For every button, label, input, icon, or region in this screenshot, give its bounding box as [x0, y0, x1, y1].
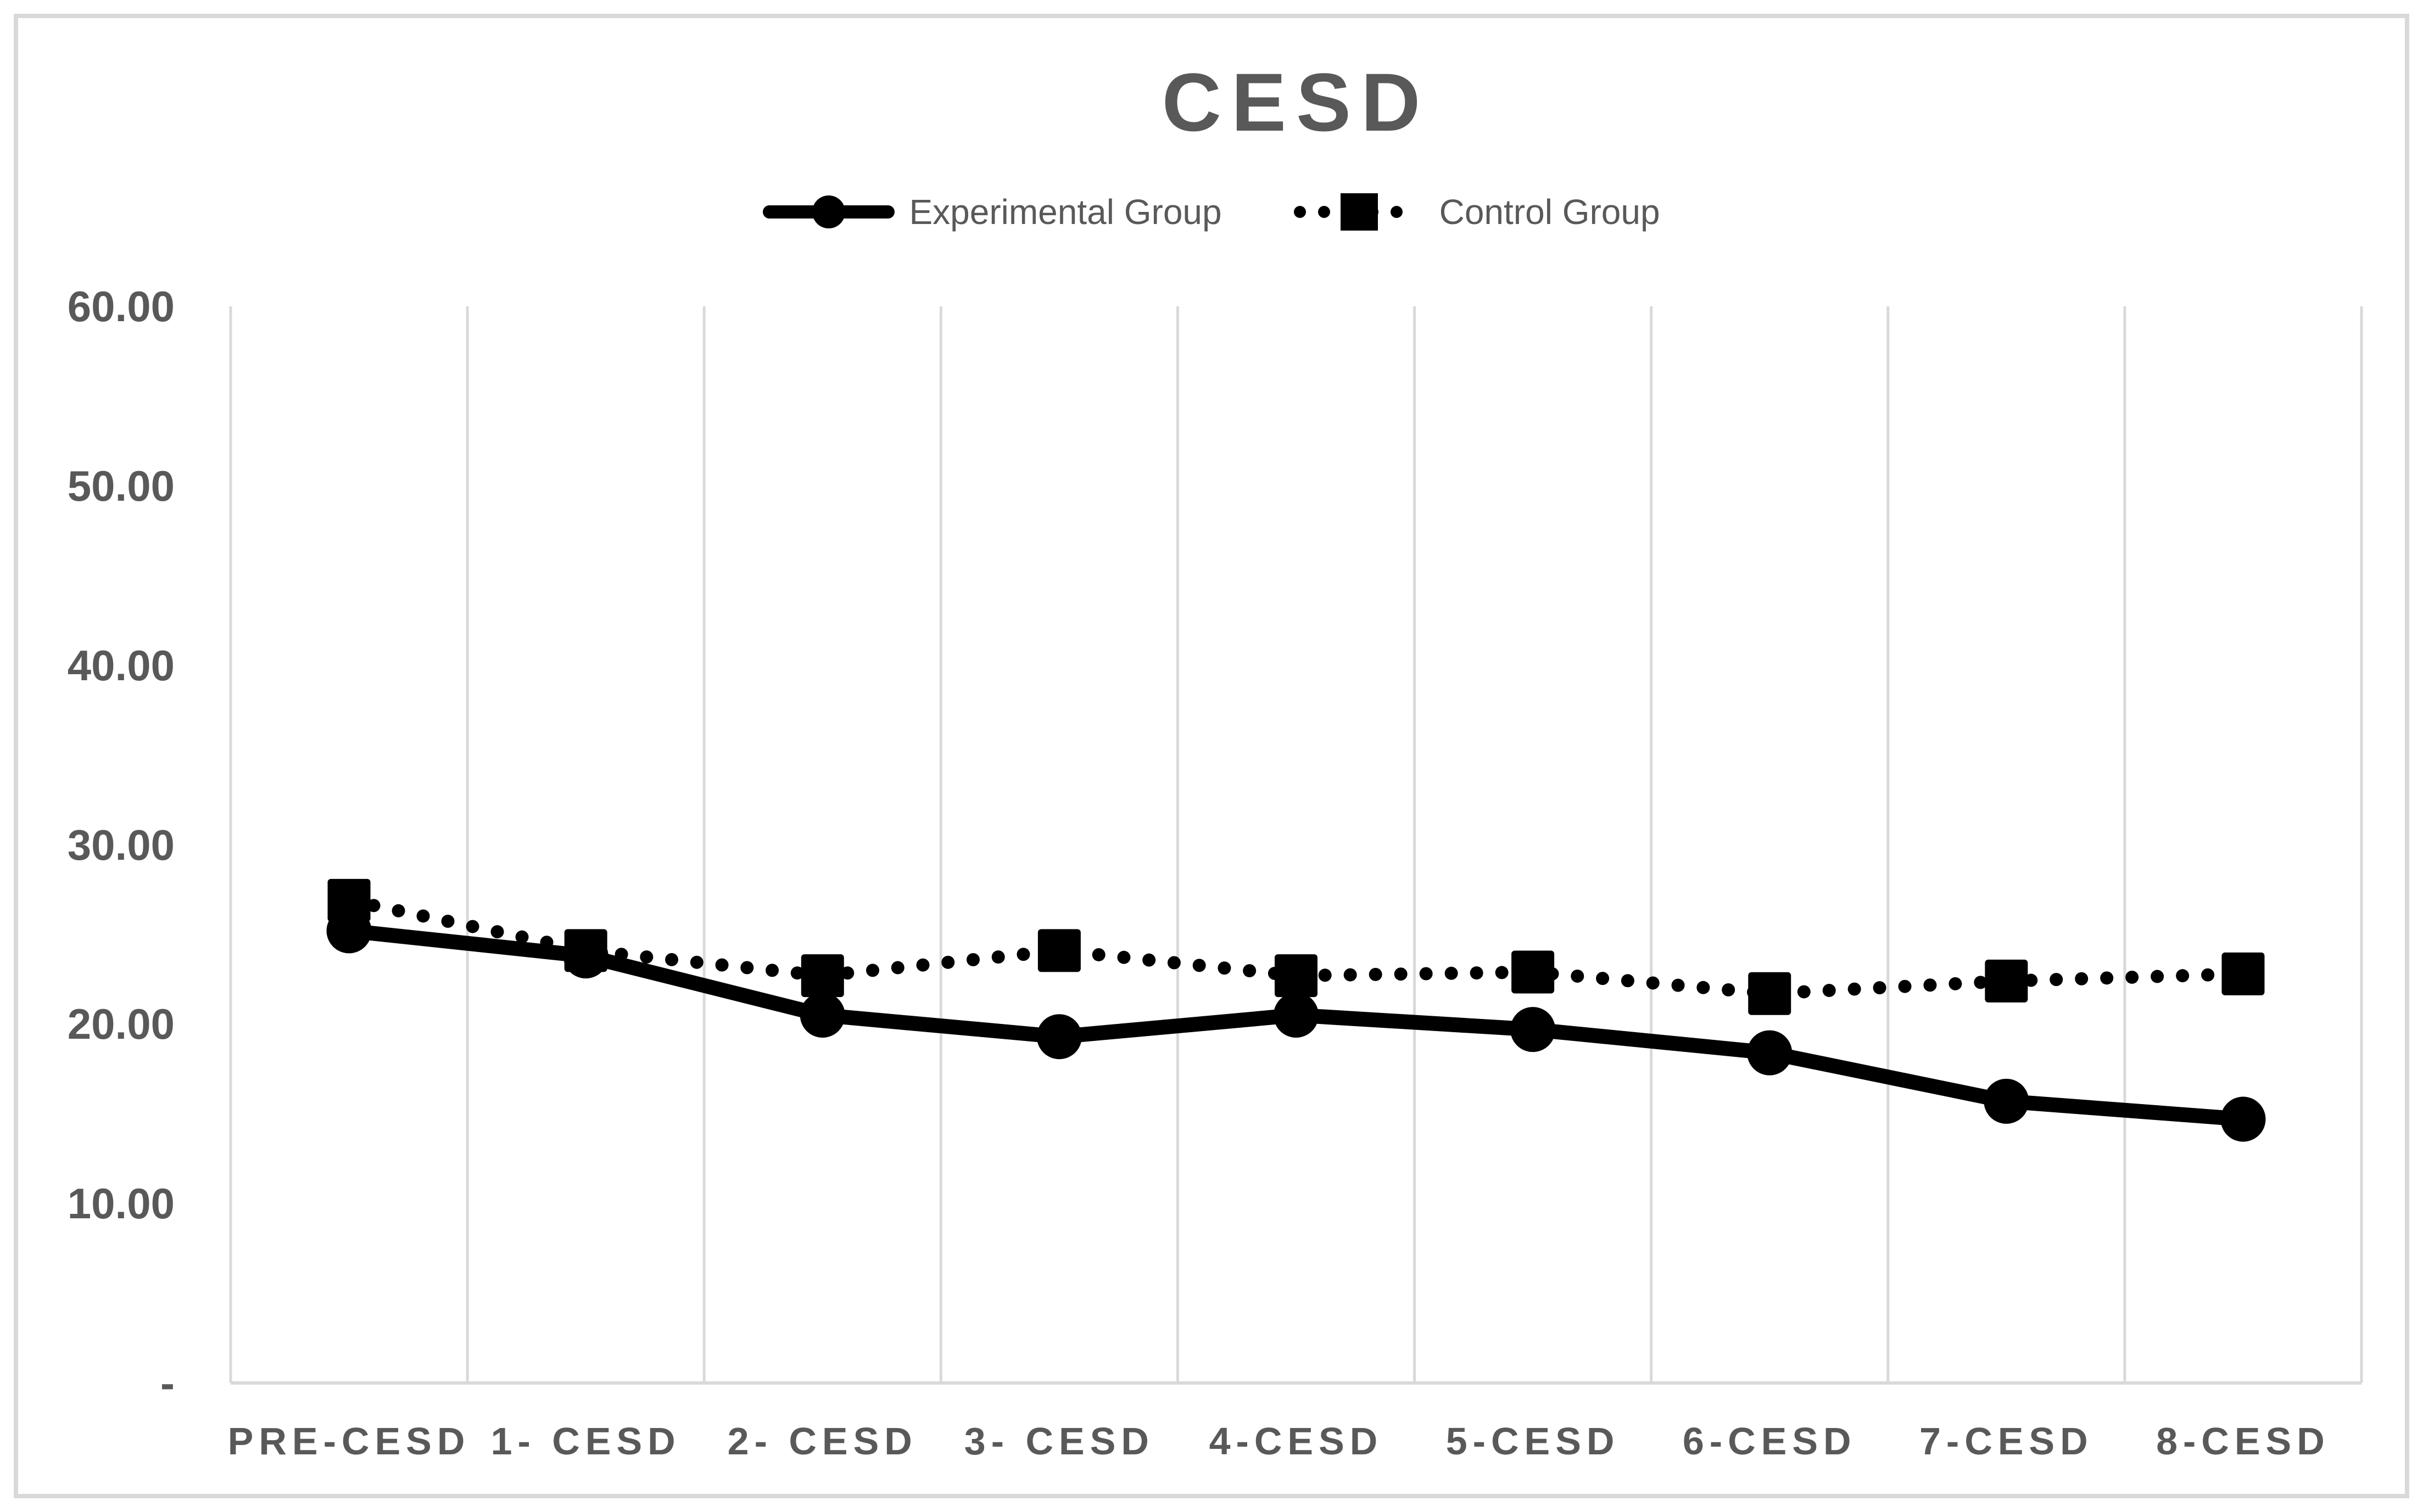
y-axis-label: 60.00 — [67, 282, 175, 331]
solid-line-circle-marker-icon — [763, 195, 895, 228]
y-axis-label: 50.00 — [67, 461, 175, 510]
y-axis-label: 40.00 — [67, 641, 175, 690]
x-axis-label: 1- CESD — [490, 1420, 681, 1463]
chart-border — [14, 14, 2409, 1498]
x-axis-label: 8-CESD — [2156, 1420, 2330, 1463]
data-point-control — [1511, 950, 1555, 994]
x-axis-label: 3- CESD — [964, 1420, 1154, 1463]
data-point-control — [1985, 959, 2028, 1003]
y-axis-label: 30.00 — [67, 820, 175, 869]
data-point-experimental — [1984, 1078, 2029, 1124]
data-point-control — [801, 954, 844, 998]
x-axis-label: 6-CESD — [1682, 1420, 1857, 1463]
x-axis-label: 4-CESD — [1209, 1420, 1383, 1463]
legend-item-control: Control Group — [1293, 184, 1660, 239]
x-axis-label: 2- CESD — [727, 1420, 918, 1463]
data-point-experimental — [1510, 1007, 1556, 1052]
y-axis-label: 10.00 — [67, 1179, 175, 1228]
dotted-line-square-marker-icon — [1293, 193, 1425, 231]
data-point-control — [1037, 929, 1081, 972]
data-point-experimental — [800, 992, 845, 1038]
data-point-control — [327, 878, 371, 922]
legend: Experimental Group Control Group — [0, 179, 2423, 245]
data-point-control — [564, 929, 607, 972]
data-point-control — [1275, 954, 1317, 998]
chart-title: CESD — [1162, 56, 1431, 148]
legend-label-experimental: Experimental Group — [909, 192, 1222, 232]
data-point-experimental — [1036, 1014, 1082, 1060]
data-point-experimental — [1747, 1030, 1793, 1076]
y-axis-label: 20.00 — [67, 1000, 175, 1049]
legend-item-experimental: Experimental Group — [763, 184, 1222, 239]
legend-label-control: Control Group — [1439, 192, 1660, 232]
x-axis-label: 7-CESD — [1919, 1420, 2093, 1463]
data-point-control — [1748, 972, 1791, 1015]
data-point-control — [2221, 952, 2265, 995]
data-point-experimental — [1274, 992, 1319, 1038]
y-axis-label: - — [160, 1359, 175, 1407]
x-axis-label: PRE-CESD — [227, 1420, 471, 1463]
x-axis-label: 5-CESD — [1445, 1420, 1620, 1463]
data-point-experimental — [2220, 1096, 2266, 1142]
